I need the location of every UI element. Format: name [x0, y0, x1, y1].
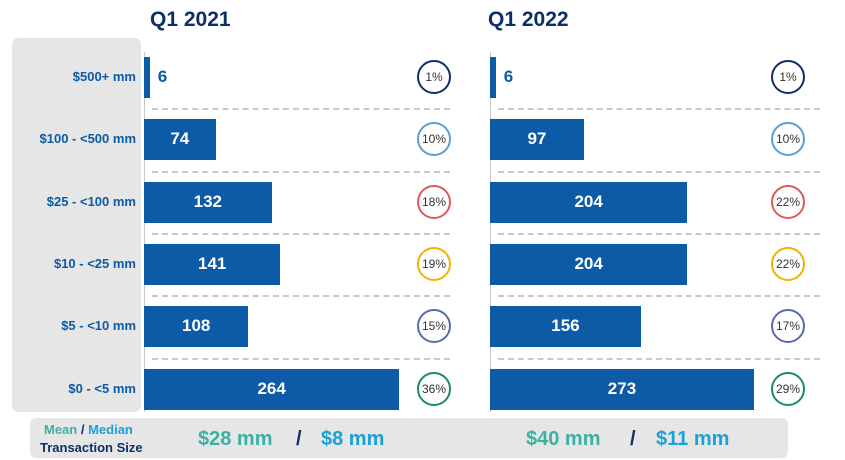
share-badge: 10% [771, 122, 805, 156]
bar [490, 118, 584, 160]
row-separator [152, 295, 450, 297]
category-label: $0 - <5 mm [68, 381, 136, 396]
median-label: Median [88, 422, 133, 437]
bar [490, 305, 641, 347]
row-separator [498, 108, 820, 110]
category-label: $10 - <25 mm [53, 256, 136, 271]
bar-value-label: 273 [607, 379, 637, 398]
row-separator [498, 233, 820, 235]
bar-value-label: 156 [551, 316, 580, 335]
mean-label: Mean [44, 422, 78, 437]
row-separator [498, 295, 820, 297]
share-badge: 1% [771, 60, 805, 94]
bar-value-label: 264 [257, 379, 286, 398]
category-label: $25 - <100 mm [46, 194, 136, 209]
share-badge: 10% [417, 122, 451, 156]
label-slash: / [77, 422, 89, 437]
mean-median-label: Mean / Median [44, 422, 133, 438]
category-label: $100 - <500 mm [39, 131, 136, 146]
median-q1-2021: $8 mm [321, 428, 385, 450]
mean-q1-2021: $28 mm [198, 428, 273, 450]
share-badge: 22% [771, 185, 805, 219]
bar [144, 118, 216, 160]
bar [144, 181, 272, 223]
bar [490, 368, 754, 410]
share-badge: 18% [417, 185, 451, 219]
bar [490, 181, 688, 223]
bar-value-label: 141 [197, 254, 227, 273]
mean-q1-2022: $40 mm [526, 428, 601, 450]
slash-q1-2022: / [630, 428, 636, 450]
axis-line [144, 52, 145, 412]
category-label: $5 - <10 mm [61, 318, 136, 333]
row-separator [498, 358, 820, 360]
period-title: Q1 2021 [150, 8, 231, 31]
bar-value-label: 74 [170, 129, 190, 148]
share-badge: 17% [771, 309, 805, 343]
bar-value-label: 204 [574, 254, 603, 273]
share-badge: 1% [417, 60, 451, 94]
summary-panel: Mean / Median Transaction Size $28 mm / … [30, 418, 788, 458]
transaction-size-label: Transaction Size [40, 440, 143, 455]
bar-value-label: 6 [503, 67, 514, 86]
category-panel [12, 38, 141, 412]
period-title: Q1 2022 [488, 8, 569, 31]
share-badge: 29% [771, 372, 805, 406]
share-badge: 15% [417, 309, 451, 343]
share-badge: 22% [771, 247, 805, 281]
row-separator [152, 358, 450, 360]
row-separator [498, 171, 820, 173]
slash-q1-2021: / [296, 428, 302, 450]
row-separator [152, 171, 450, 173]
row-separator [152, 233, 450, 235]
share-badge: 36% [417, 372, 451, 406]
axis-line [490, 52, 491, 412]
bar-value-label: 108 [182, 316, 211, 335]
bar [144, 56, 150, 98]
bar [144, 368, 400, 410]
bar-value-label: 6 [157, 67, 168, 86]
median-q1-2022: $11 mm [656, 428, 730, 450]
bar [144, 243, 281, 285]
bar [144, 305, 249, 347]
bar-value-label: 97 [527, 129, 547, 148]
row-separator [152, 108, 450, 110]
bar-value-label: 204 [574, 192, 603, 211]
bar-value-label: 132 [193, 192, 222, 211]
bar [490, 56, 496, 98]
share-badge: 19% [417, 247, 451, 281]
bar [490, 243, 688, 285]
category-label: $500+ mm [72, 69, 136, 84]
